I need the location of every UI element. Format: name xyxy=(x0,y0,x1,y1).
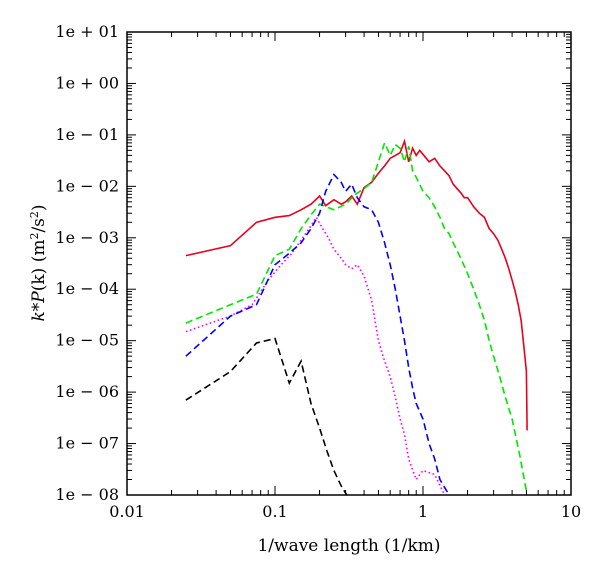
y-tick-label: 1e + 01 xyxy=(55,22,119,41)
x-tick-label: 10 xyxy=(561,502,581,521)
series-line-3 xyxy=(185,215,446,495)
y-tick-label: 1e + 00 xyxy=(55,73,119,92)
y-tick-label: 1e − 01 xyxy=(55,125,119,144)
plot-frame xyxy=(126,31,572,496)
series-line-5 xyxy=(185,337,348,495)
y-tick-label: 1e − 05 xyxy=(55,331,119,350)
y-axis-title-close: ) xyxy=(29,204,49,211)
y-tick-label: 1e − 07 xyxy=(55,434,119,453)
y-axis-title-sup1: 2 xyxy=(28,233,41,240)
y-tick-label: 1e − 06 xyxy=(55,382,119,401)
x-tick-label: 1 xyxy=(418,502,428,521)
axis-ticks xyxy=(126,31,572,496)
series-layer xyxy=(185,138,528,495)
y-tick-label: 1e − 02 xyxy=(55,176,119,195)
x-tick-label: 0.1 xyxy=(262,502,287,521)
y-axis-title-k: k xyxy=(29,311,49,321)
x-axis-title: 1/wave length (1/km) xyxy=(257,536,440,556)
x-tick-label: 0.01 xyxy=(109,502,145,521)
y-axis-title-slash: /s xyxy=(29,218,49,232)
series-line-1 xyxy=(185,138,528,431)
series-line-2 xyxy=(185,140,528,492)
y-axis-title: k*P(k) (m2/s2) xyxy=(28,204,49,321)
series-line-4 xyxy=(185,173,451,495)
y-tick-label: 1e − 04 xyxy=(55,279,119,298)
y-axis-title-p: P xyxy=(29,291,49,304)
y-axis-title-args: (k) (m xyxy=(29,240,49,292)
y-tick-label: 1e − 08 xyxy=(55,485,119,504)
y-axis-title-star: * xyxy=(29,302,49,311)
tick-labels: 0.01 0.1 1 10 1e + 01 1e + 00 1e − 01 1e − 02 1e… xyxy=(55,22,581,521)
y-axis-title-sup2: 2 xyxy=(28,211,41,218)
y-tick-label: 1e − 03 xyxy=(55,228,119,247)
